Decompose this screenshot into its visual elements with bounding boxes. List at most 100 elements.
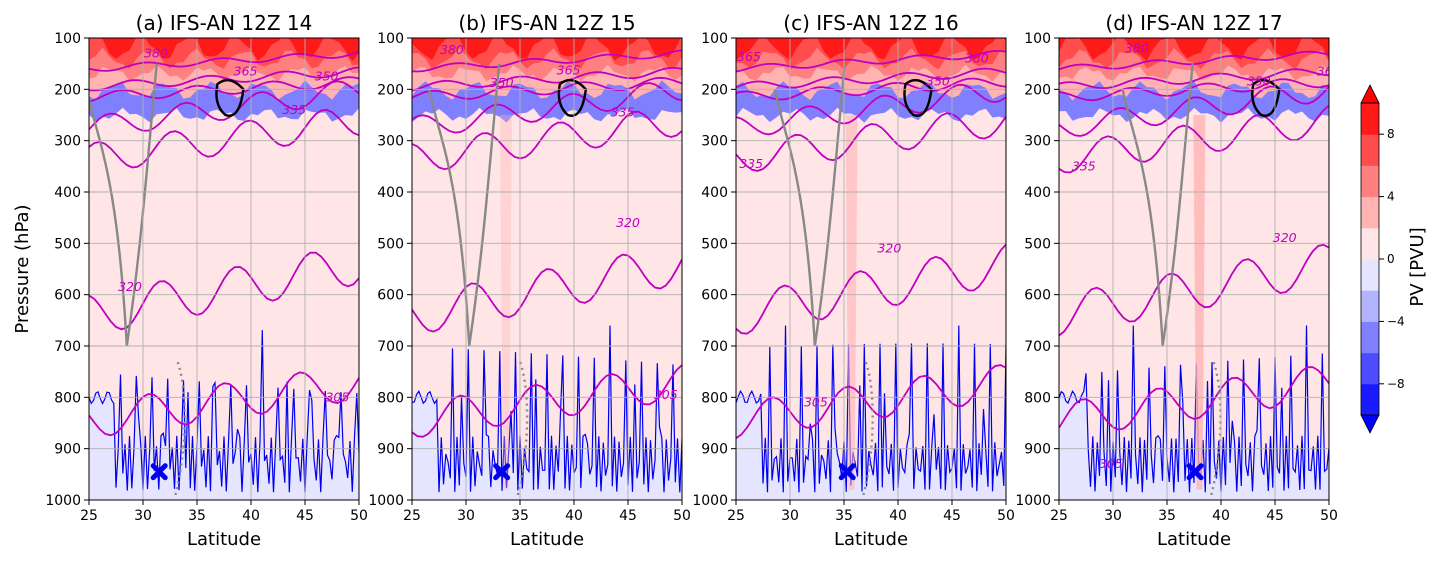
x-tick-label: 35 (1158, 508, 1176, 524)
colorbar-segment (1361, 196, 1379, 229)
x-tick-label: 30 (1104, 508, 1122, 524)
pv-upper-layer (89, 38, 359, 62)
isentrope (1059, 85, 1329, 137)
isentrope (736, 77, 1006, 101)
colorbar-extend-bottom (1360, 414, 1380, 434)
y-tick-label: 300 (1024, 134, 1051, 150)
x-tick-label: 50 (350, 508, 368, 524)
y-tick-label: 600 (377, 288, 404, 304)
y-tick-label: 500 (377, 236, 404, 252)
black-contour (557, 78, 588, 117)
y-tick-label: 600 (1024, 288, 1051, 304)
isentrope (89, 66, 359, 92)
isentrope-label: 335 (282, 102, 306, 117)
isentrope (1059, 50, 1329, 71)
isentrope (89, 51, 359, 72)
y-tick-label: 700 (377, 339, 404, 355)
black-contour (1251, 78, 1281, 117)
panel-0: 380 365 350 335 320 305 25 30 35 40 45 50 100 200 300 4… (45, 11, 368, 550)
colorbar-segment (1361, 352, 1379, 385)
axes-frame (735, 37, 1007, 501)
panel-title: (c) IFS-AN 12Z 16 (783, 11, 958, 35)
black-contour (215, 78, 245, 117)
x-tick-label: 35 (511, 508, 529, 524)
isentrope (1059, 78, 1329, 102)
panel-3: 380 350 36 335 320 305 25 30 35 40 45 50 100 200 300 40… (1015, 11, 1338, 550)
x-tick-label: 45 (296, 508, 314, 524)
isentrope-label: 350 (926, 74, 950, 89)
y-tick-label: 500 (1024, 236, 1051, 252)
y-tick-label: 1000 (45, 493, 81, 509)
isentrope-label: 320 (118, 279, 142, 294)
y-tick-label: 400 (377, 185, 404, 201)
y-tick-label: 900 (1024, 442, 1051, 458)
pv-intrusion (1193, 115, 1206, 490)
x-tick-label: 40 (242, 508, 260, 524)
isentrope-label: 335 (611, 104, 635, 119)
y-tick-label: 800 (377, 390, 404, 406)
colorbar-tick-label: −8 (1387, 377, 1405, 391)
isentrope (412, 82, 682, 134)
y-tick-label: 900 (701, 442, 728, 458)
plot-area: 380 365 350 335 320 305 (412, 38, 682, 500)
axes-frame (1058, 37, 1330, 501)
y-tick-label: 100 (54, 31, 81, 47)
y-tick-label: 800 (701, 390, 728, 406)
panel-2: 365 380 350 335 320 305 25 30 35 40 45 50 100 200 300 4… (692, 11, 1015, 550)
x-tick-label: 25 (1050, 508, 1068, 524)
isentrope (736, 364, 1006, 439)
isentrope (412, 49, 682, 73)
cross-marker (493, 463, 511, 481)
isentrope (412, 66, 682, 92)
black-contour (903, 78, 933, 117)
y-tick-label: 200 (1024, 82, 1051, 98)
colorbar-segment (1361, 383, 1379, 416)
x-tick-label: 30 (457, 508, 475, 524)
x-tick-label: 45 (619, 508, 637, 524)
isentrope (412, 253, 682, 333)
cross-marker (150, 463, 168, 481)
pv-intrusion (845, 115, 858, 490)
y-tick-label: 400 (701, 185, 728, 201)
isentrope (736, 83, 1006, 136)
isentrope-label: 350 (315, 69, 339, 84)
x-axis-label: Latitude (834, 529, 908, 550)
x-tick-label: 30 (134, 508, 152, 524)
plot-area: 380 350 36 335 320 305 (1059, 38, 1333, 500)
pv-negative-layer (412, 325, 682, 500)
isentrope (736, 67, 1006, 89)
y-tick-label: 100 (701, 31, 728, 47)
x-tick-label: 25 (403, 508, 421, 524)
x-tick-label: 50 (1320, 508, 1338, 524)
colorbar-segment (1361, 290, 1379, 322)
isentrope-label: 305 (804, 394, 828, 409)
isentrope (89, 108, 359, 169)
colorbar-extend-top (1360, 84, 1380, 104)
y-tick-label: 800 (1024, 390, 1051, 406)
isentrope-label: 335 (1072, 158, 1096, 173)
y-tick-label: 1000 (368, 493, 404, 509)
x-axis-label: Latitude (510, 529, 584, 550)
isentrope-label: 320 (616, 215, 640, 230)
y-axis-label: Pressure (hPa) (12, 204, 33, 333)
isentrope-label: 380 (965, 51, 989, 66)
colorbar-tick-label: 0 (1387, 252, 1395, 266)
x-tick-label: 40 (889, 508, 907, 524)
y-tick-label: 500 (701, 236, 728, 252)
isentrope-label: 305 (654, 387, 678, 402)
isentrope-label: 350 (490, 75, 514, 90)
y-tick-label: 1000 (1015, 493, 1051, 509)
colorbar-label: PV [PVU] (1407, 227, 1428, 306)
y-tick-label: 300 (377, 134, 404, 150)
isentrope-label: 36 (1317, 63, 1333, 78)
plot-area: 365 380 350 335 320 305 (736, 38, 1006, 500)
y-tick-label: 400 (54, 185, 81, 201)
isentrope-label: 365 (557, 62, 581, 77)
axes-frame (88, 37, 360, 501)
y-tick-label: 300 (701, 134, 728, 150)
colorbar-tick-label: 4 (1387, 190, 1395, 204)
x-tick-label: 40 (565, 508, 583, 524)
isentrope (736, 49, 1006, 73)
x-tick-label: 50 (673, 508, 691, 524)
pv-upper-layer (736, 38, 1006, 61)
